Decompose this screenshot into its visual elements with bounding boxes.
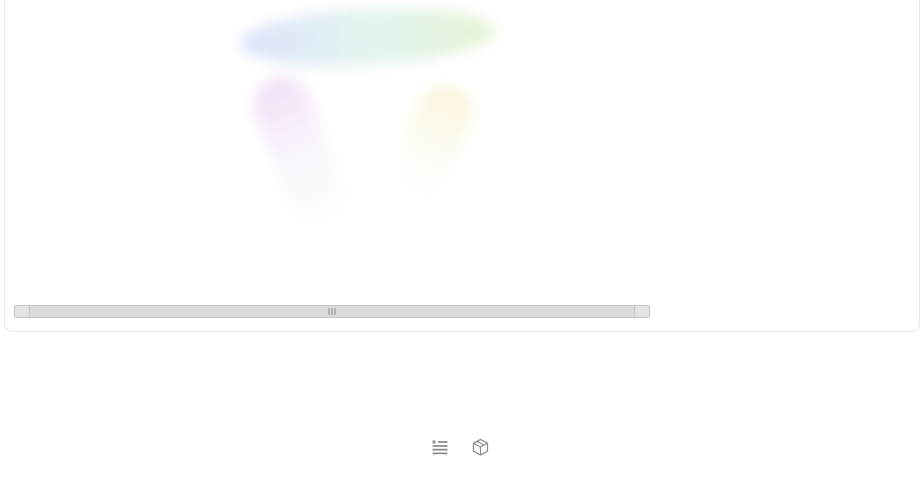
details-list-icon[interactable] <box>430 437 450 457</box>
package-icon[interactable] <box>470 437 490 457</box>
scroll-right-button[interactable] <box>634 306 649 317</box>
orders-chart <box>0 10 690 262</box>
navigator-scrollbar[interactable] <box>14 305 650 318</box>
scroll-left-button[interactable] <box>15 306 30 317</box>
scroll-thumb-grip[interactable] <box>328 308 336 315</box>
bottom-toolbar <box>430 437 490 457</box>
chart-navigator[interactable] <box>0 263 690 307</box>
chart-card <box>4 0 920 332</box>
